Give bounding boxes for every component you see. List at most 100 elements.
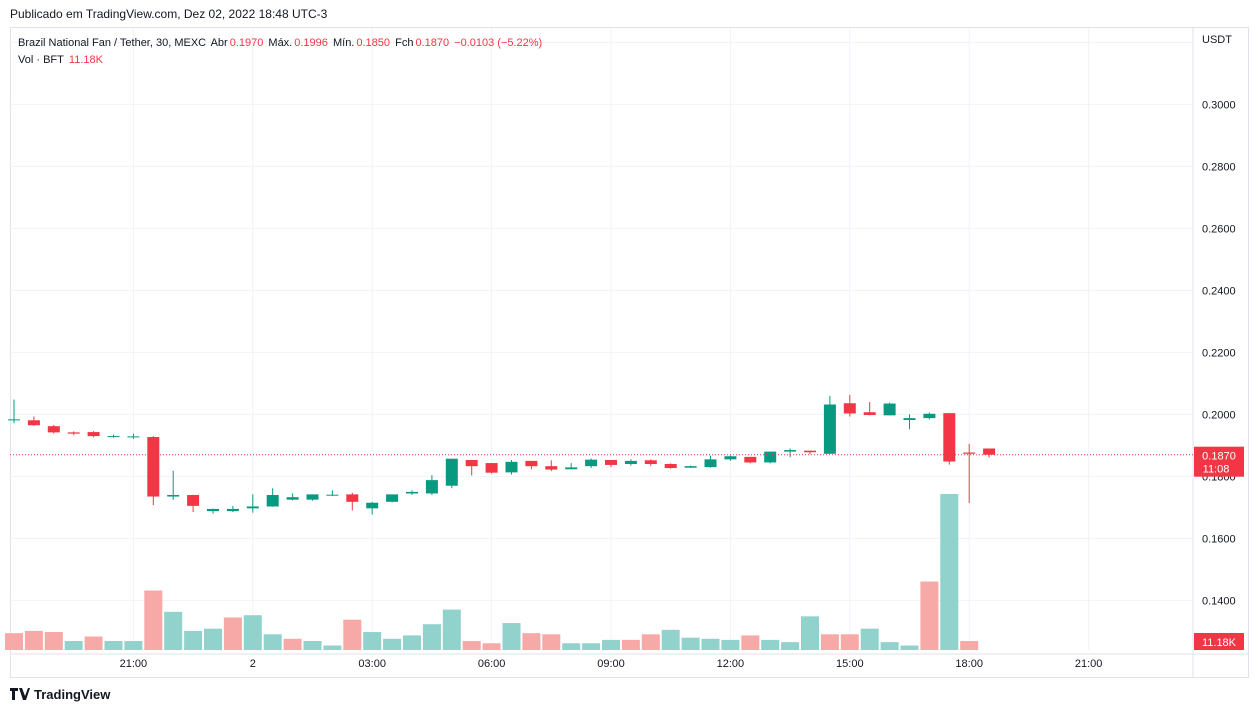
candle-body[interactable] [27, 420, 40, 426]
legend-ohlc-row: Brazil National Fan / Tether, 30, MEXC A… [18, 35, 544, 52]
candle-body[interactable] [943, 413, 956, 462]
axis-top-mask [1196, 28, 1248, 50]
price-axis-currency[interactable]: USDT [1202, 34, 1232, 46]
x-tick-label: 06:00 [478, 658, 506, 670]
candle-body[interactable] [326, 494, 339, 496]
y-tick-label: 0.1400 [1202, 595, 1236, 607]
candle-body[interactable] [107, 436, 120, 438]
legend-high-value: 0.1996 [294, 37, 328, 49]
last-price-value: 0.1870 [1202, 451, 1236, 463]
x-tick-label: 15:00 [836, 658, 864, 670]
candle-body[interactable] [366, 502, 379, 509]
legend-volume-value: 11.18K [68, 54, 103, 66]
y-tick-label: 0.3000 [1202, 99, 1236, 111]
y-tick-label: 0.1600 [1202, 533, 1236, 545]
candle-body[interactable] [445, 458, 458, 486]
candle-body[interactable] [684, 466, 697, 468]
candle-body[interactable] [147, 437, 160, 497]
volume-bar [621, 639, 640, 650]
legend-open-value: 0.1970 [229, 37, 264, 49]
volume-bar [144, 590, 163, 650]
tradingview-footer[interactable]: TradingView [10, 687, 110, 702]
volume-bar [602, 639, 620, 650]
candle-body[interactable] [47, 426, 60, 433]
candle-body[interactable] [246, 506, 259, 509]
x-tick-label: 03:00 [358, 658, 386, 670]
candle-body[interactable] [346, 494, 359, 502]
last-price-tag[interactable] [1194, 446, 1244, 477]
legend-close-value: 0.1870 [415, 37, 450, 49]
candle-body[interactable] [306, 494, 319, 500]
legend-symbol[interactable]: Brazil National Fan / Tether, 30, MEXC [18, 37, 207, 49]
candle-body[interactable] [704, 459, 717, 468]
candle-body[interactable] [386, 494, 399, 502]
volume-bar [442, 609, 461, 650]
candle-body[interactable] [764, 451, 777, 463]
candle-body[interactable] [525, 460, 538, 467]
volume-bar [383, 638, 402, 650]
candle-body[interactable] [903, 418, 916, 420]
volume-bar [721, 639, 740, 650]
volume-bar [482, 643, 501, 650]
candle-body[interactable] [67, 432, 80, 434]
volume-bar [84, 636, 103, 650]
volume-bar [840, 634, 859, 650]
candle-body[interactable] [863, 412, 876, 416]
published-note: Publicado em TradingView.com, Dez 02, 20… [10, 7, 328, 21]
candle-body[interactable] [804, 450, 816, 453]
candle-body[interactable] [167, 495, 180, 497]
tradingview-brand: TradingView [34, 687, 111, 702]
candle-body[interactable] [724, 456, 737, 460]
volume-bar [104, 641, 123, 650]
volume-bar [422, 624, 441, 650]
candle-body[interactable] [425, 480, 438, 494]
x-tick-label: 2 [250, 658, 256, 670]
y-tick-label: 0.2200 [1202, 347, 1236, 359]
candle-body[interactable] [187, 495, 200, 506]
candle-body[interactable] [585, 459, 598, 467]
volume-bar [820, 634, 839, 650]
x-tick-label: 18:00 [955, 658, 983, 670]
candle-body[interactable] [883, 403, 896, 416]
candle-body[interactable] [8, 419, 20, 421]
candle-body[interactable] [744, 456, 757, 463]
legend-high-label: Máx. [268, 37, 293, 49]
x-tick-label: 09:00 [597, 658, 625, 670]
volume-bar [283, 638, 302, 650]
candle-body[interactable] [286, 497, 299, 500]
candle-body[interactable] [963, 452, 976, 454]
volume-bar [940, 494, 959, 650]
candle-body[interactable] [266, 495, 279, 507]
volume-bar [522, 633, 541, 650]
candle-body[interactable] [823, 404, 836, 454]
legend-volume-label[interactable]: Vol · BFT [18, 54, 64, 66]
candle-body[interactable] [784, 450, 797, 452]
volume-bar [781, 642, 800, 650]
candle-body[interactable] [664, 464, 677, 469]
y-tick-label: 0.2800 [1202, 161, 1236, 173]
candle-body[interactable] [207, 508, 219, 512]
volume-bar [243, 615, 262, 650]
candle-body[interactable] [605, 459, 617, 465]
candle-body[interactable] [127, 436, 140, 438]
candle-body[interactable] [465, 459, 478, 467]
volume-bar [900, 645, 919, 650]
candle-body[interactable] [485, 463, 498, 473]
volume-tag[interactable] [1194, 633, 1244, 650]
candle-body[interactable] [87, 432, 100, 437]
volume-bar [44, 632, 63, 650]
candle-body[interactable] [406, 491, 418, 494]
volume-bar [323, 645, 342, 650]
candle-body[interactable] [565, 467, 578, 470]
candle-body[interactable] [923, 413, 936, 419]
candle-body[interactable] [983, 448, 996, 455]
volume-bar [741, 635, 760, 650]
candle-body[interactable] [226, 508, 239, 512]
candle-body[interactable] [545, 466, 558, 470]
candle-body[interactable] [843, 403, 856, 414]
x-tick-label: 12:00 [717, 658, 745, 670]
candle-body[interactable] [624, 460, 637, 464]
candle-body[interactable] [505, 461, 518, 473]
candle-body[interactable] [644, 460, 657, 464]
